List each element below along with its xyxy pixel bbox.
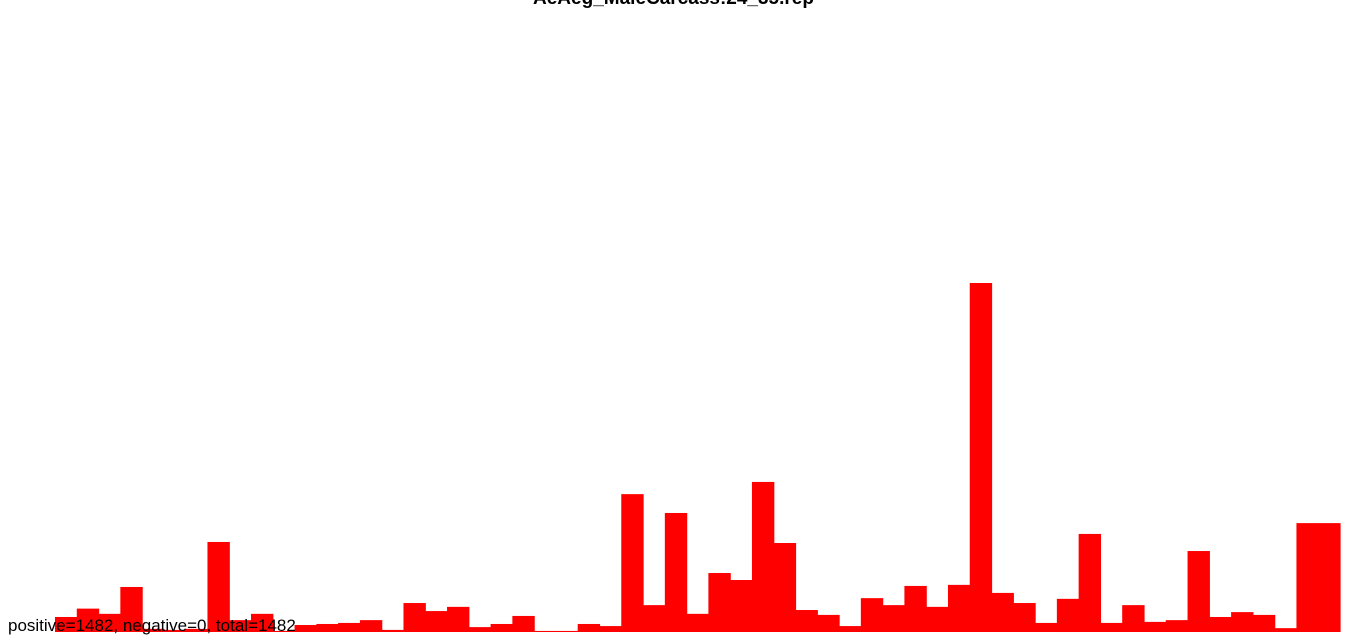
bar-positive	[730, 580, 753, 632]
bar-positive	[272, 630, 296, 632]
bar-positive	[1013, 603, 1036, 632]
bar-positive	[577, 623, 601, 632]
bar-positive	[1122, 605, 1145, 632]
bar-positive	[1078, 533, 1102, 632]
bar-positive	[969, 283, 993, 632]
bar-positive	[359, 620, 383, 632]
bar-positive	[1231, 612, 1254, 632]
bar-positive	[1165, 620, 1189, 632]
bar-positive	[795, 610, 818, 632]
bar-positive	[229, 620, 252, 632]
bar-positive	[447, 606, 470, 632]
bar-positive	[55, 616, 78, 632]
bar-positive	[599, 626, 622, 632]
bar-positive	[207, 541, 230, 632]
bar-positive	[1274, 628, 1298, 632]
bar-positive	[98, 613, 121, 632]
bar-positive	[643, 605, 666, 632]
bar-positive	[1209, 616, 1232, 632]
bars-layer	[55, 283, 1341, 633]
bar-positive	[512, 615, 535, 632]
bar-positive	[468, 627, 492, 632]
bar-positive	[708, 573, 731, 632]
bar-positive	[1296, 523, 1319, 632]
bar-positive	[621, 494, 644, 632]
bar-positive	[1035, 622, 1058, 632]
bar-positive	[1056, 598, 1080, 633]
bar-positive	[251, 613, 274, 632]
bar-positive	[403, 603, 426, 632]
bar-positive	[926, 606, 949, 632]
summary-text: positive=1482, negative=0, total=1482	[8, 616, 296, 635]
bar-positive	[381, 629, 405, 632]
bar-positive	[664, 512, 688, 632]
bar-positive	[773, 543, 797, 632]
bar-positive	[338, 622, 361, 632]
bar-positive	[1100, 622, 1123, 632]
bar-positive	[1187, 551, 1210, 632]
bar-positive	[316, 623, 339, 632]
bar-positive	[817, 614, 840, 632]
bar-positive	[1318, 523, 1341, 632]
bar-positive	[490, 623, 513, 632]
chart-title: AeAeg_MaleCarcass:24_35.rep	[0, 0, 1347, 10]
bar-positive	[534, 630, 557, 632]
bar-positive	[1143, 621, 1167, 632]
bar-positive	[76, 608, 100, 632]
bar-positive	[751, 481, 775, 632]
bar-positive	[425, 611, 448, 632]
bar-positive	[1252, 614, 1276, 632]
bar-positive	[904, 585, 927, 632]
bar-positive	[860, 598, 884, 632]
bar-positive	[686, 613, 709, 632]
bar-positive	[185, 628, 209, 632]
bar-positive	[882, 605, 906, 632]
bar-positive	[294, 625, 317, 632]
bar-positive	[947, 584, 971, 632]
bar-positive	[839, 626, 862, 632]
bar-positive	[991, 592, 1014, 632]
bar-positive	[142, 628, 165, 632]
bar-positive	[555, 630, 579, 632]
bar-positive	[120, 586, 143, 632]
bar-positive	[163, 629, 187, 632]
